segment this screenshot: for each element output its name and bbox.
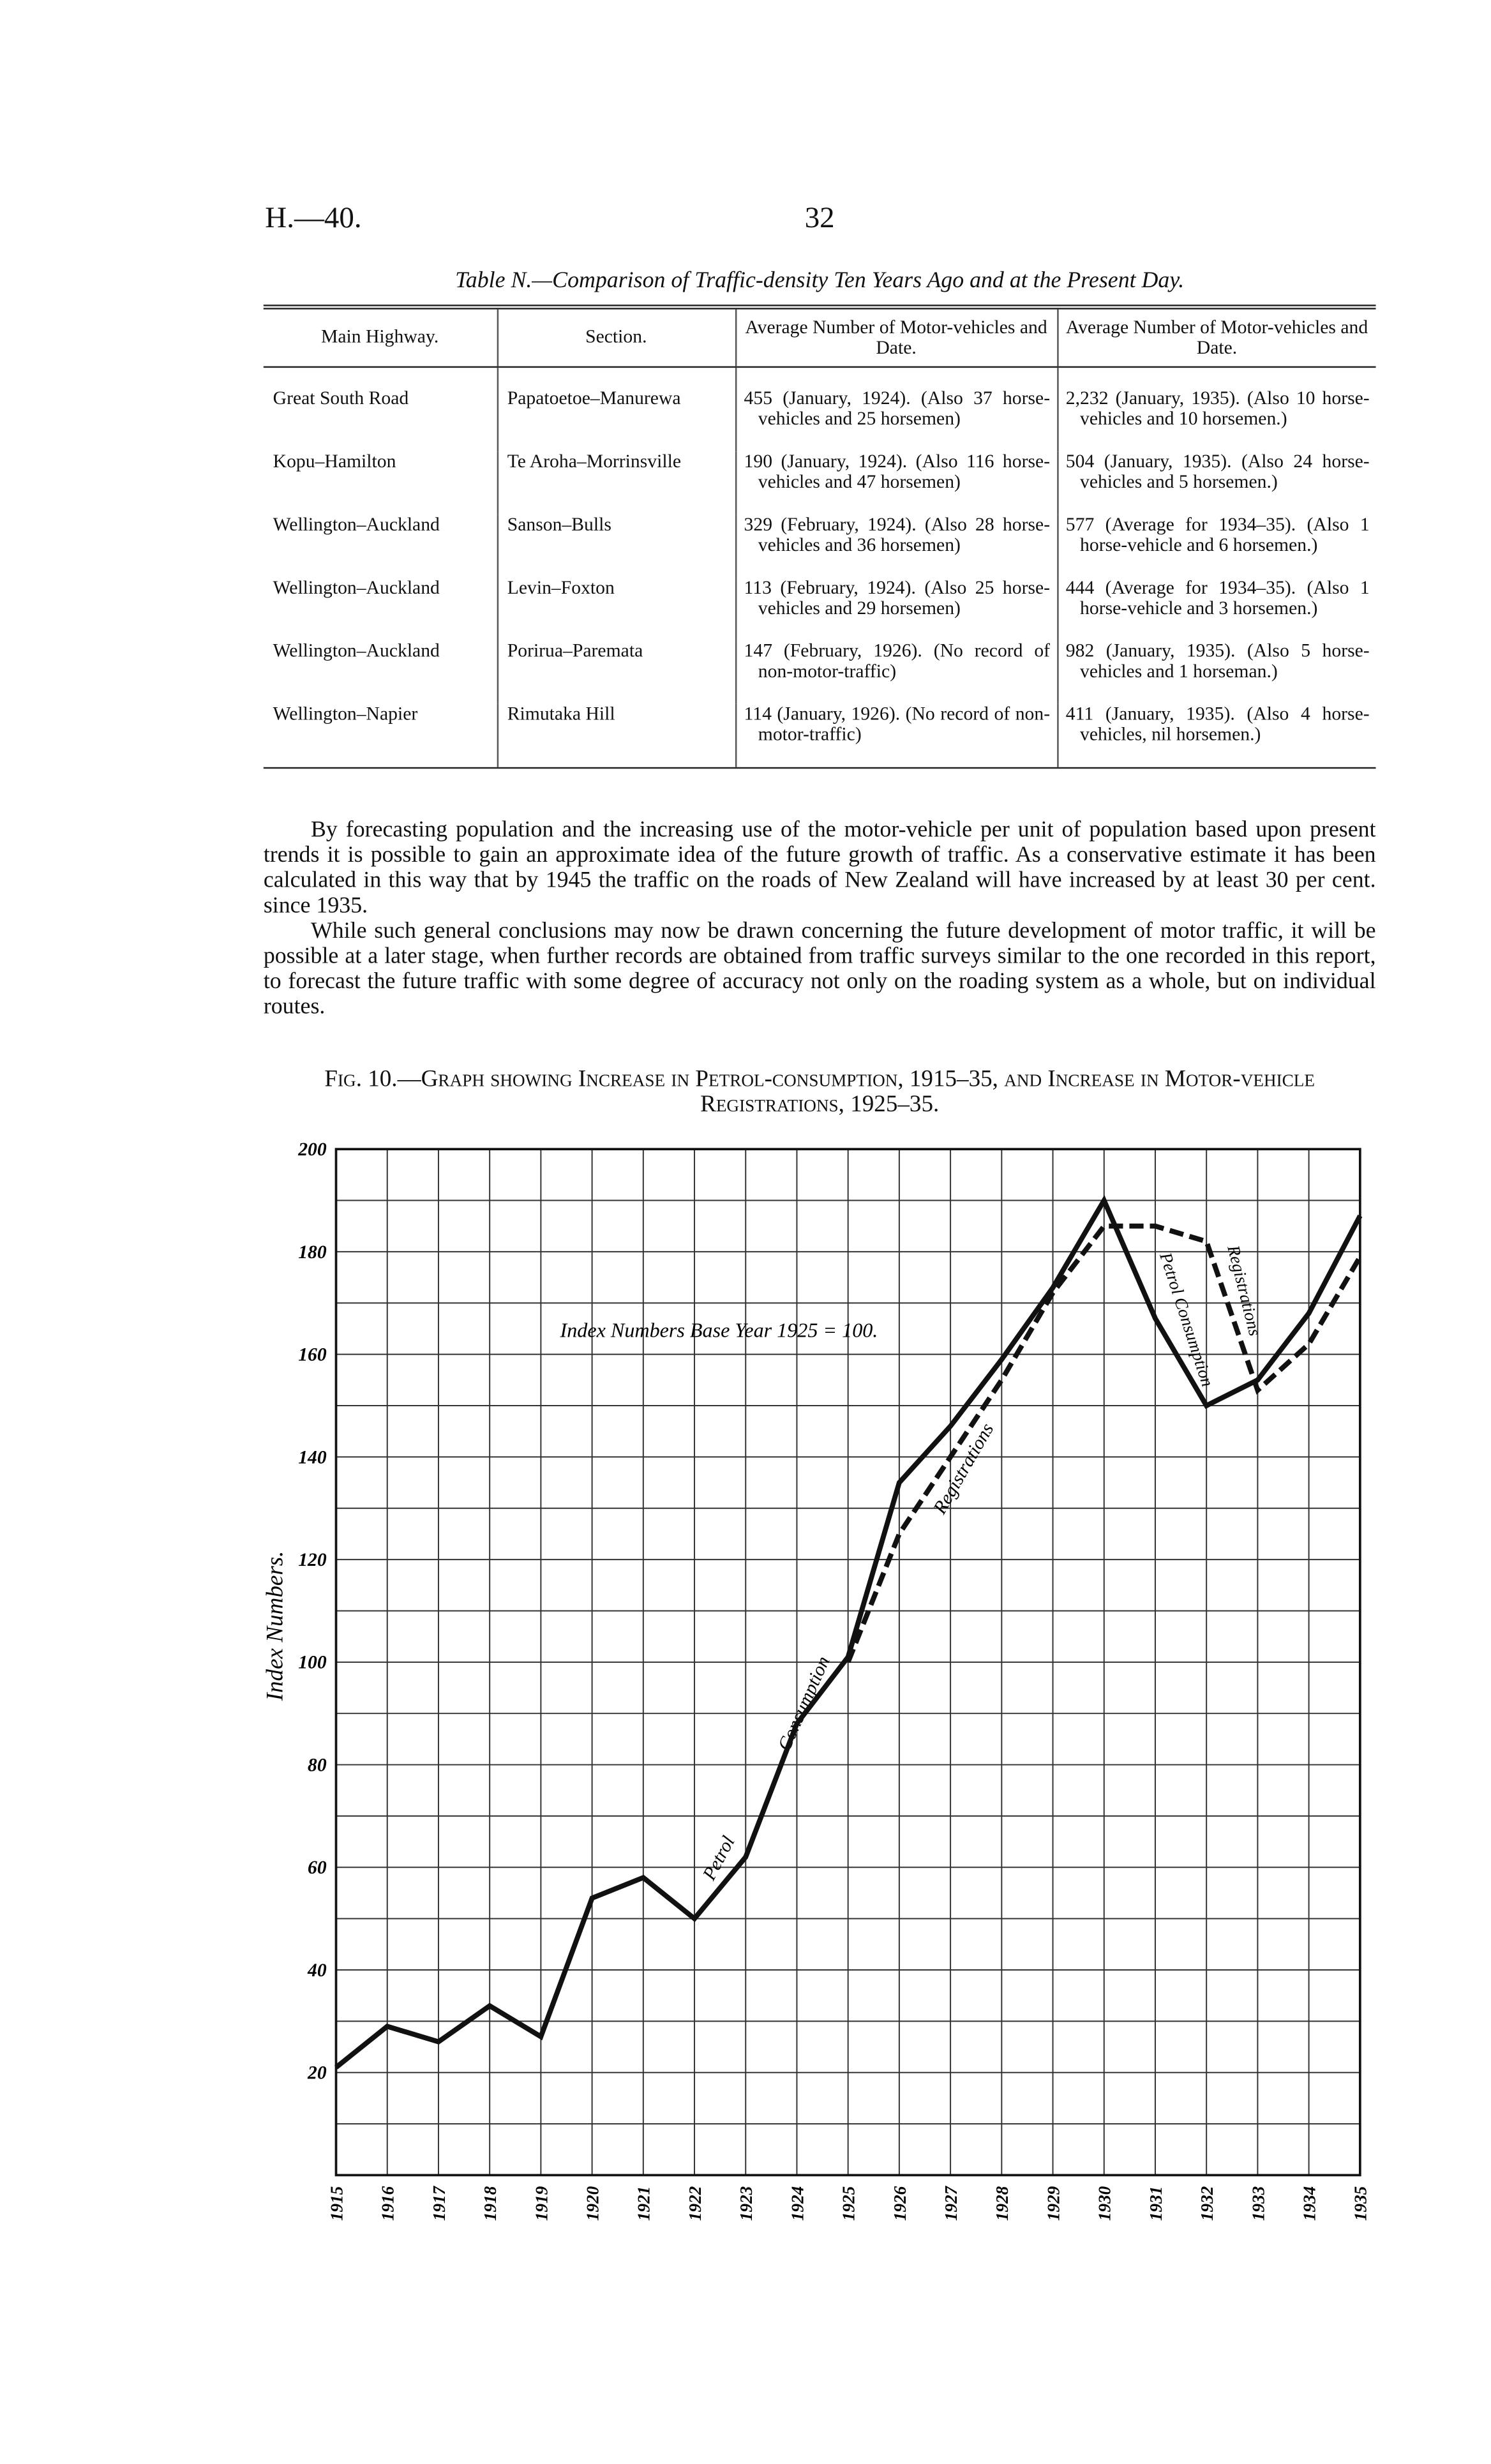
table-row: Kopu–Hamilton Te Aroha–Morrinsville 190 (J… <box>264 451 1376 515</box>
x-tick-label: 1935 <box>1351 2186 1370 2221</box>
table-cell: Levin–Foxton <box>496 577 735 641</box>
y-axis-label: Index Numbers. <box>262 1551 288 1702</box>
y-tick-label: 60 <box>308 1858 327 1878</box>
plot-frame <box>334 1148 1361 2177</box>
column-header: Section. <box>496 309 735 368</box>
table-body: Great South Road Papatoetoe–Manurewa 455 (… <box>264 366 1376 767</box>
annotation: Index Numbers Base Year 1925 = 100. <box>560 1318 878 1341</box>
annotation: Registrations <box>1224 1243 1264 1338</box>
table-cell: Sanson–Bulls <box>496 515 735 578</box>
figure-caption: Fig. 10.—Graph showing Increase in Petro… <box>324 1067 1315 1118</box>
series-line <box>846 1223 1363 1664</box>
x-tick-label: 1927 <box>941 2185 961 2221</box>
x-tick-label: 1923 <box>737 2186 756 2221</box>
y-tick-label: 180 <box>298 1242 327 1263</box>
annotation: Petrol <box>699 1833 739 1884</box>
y-tick-label: 80 <box>308 1755 327 1775</box>
y-tick-label: 40 <box>307 1960 327 1981</box>
table-cell: Wellington–Auckland <box>273 639 440 662</box>
table-cell: Porirua–Paremata <box>496 640 735 704</box>
table-cell: 113 (February, 1924). (Also 25 horse-veh… <box>734 577 1058 641</box>
table-caption: Table N.—Comparison of Traffic-density T… <box>455 268 1185 294</box>
x-tick-label: 1922 <box>686 2186 705 2221</box>
table-cell: 2,232 (January, 1935). (Also 10 horse-ve… <box>1056 366 1376 452</box>
y-tick-label: 200 <box>297 1139 327 1160</box>
x-tick-label: 1918 <box>481 2186 500 2221</box>
y-tick-label: 160 <box>298 1345 327 1365</box>
x-tick-label: 1924 <box>788 2186 807 2221</box>
table-cell: 329 (February, 1924). (Also 28 horse-veh… <box>734 515 1058 578</box>
x-tick-label: 1920 <box>583 2186 602 2221</box>
column-header: Average Number of Motor-vehicles and Dat… <box>1056 309 1376 368</box>
table-cell: Rimutaka Hill <box>496 703 735 767</box>
y-tick-label: 140 <box>298 1447 327 1468</box>
table-cell: Kopu–Hamilton <box>273 449 396 472</box>
table-cell: 147 (February, 1926). (No record of non-… <box>734 640 1058 704</box>
table-wrap: Main Highway. Section. Average Number of M… <box>263 304 1376 769</box>
table-cell: 504 (January, 1935). (Also 24 horse-vehi… <box>1056 451 1376 515</box>
table-cell: 114 (January, 1926). (No record of non-m… <box>734 703 1058 767</box>
y-tick-label: 20 <box>307 2063 327 2084</box>
x-tick-label: 1925 <box>839 2186 858 2221</box>
table-row: Wellington–Napier Rimutaka Hill 114 (Janua… <box>264 702 1376 767</box>
x-tick-label: 1929 <box>1044 2186 1063 2221</box>
x-tick-label: 1917 <box>430 2185 449 2221</box>
header-row: Main Highway. Section. Average Number of M… <box>263 309 1376 368</box>
table-cell: 411 (January, 1935). (Also 4 horse-vehic… <box>1056 703 1376 767</box>
body-text: By forecasting population and the increa… <box>264 818 1376 1020</box>
x-tick-label: 1919 <box>532 2186 551 2221</box>
x-tick-label: 1921 <box>634 2186 654 2221</box>
table-cell: Wellington–Auckland <box>273 576 440 599</box>
table-cell: Papatoetoe–Manurewa <box>496 366 735 452</box>
x-tick-label: 1930 <box>1095 2186 1114 2221</box>
table-row: Great South Road Papatoetoe–Manurewa 455 (… <box>264 366 1376 452</box>
paragraph: By forecasting population and the increa… <box>263 817 1376 919</box>
column-header: Main Highway. <box>263 309 497 368</box>
table-cell: Great South Road <box>273 386 409 409</box>
page-number: 32 <box>804 202 835 236</box>
table: Main Highway. Section. Average Number of M… <box>263 309 1376 767</box>
table-cell: 455 (January, 1924). (Also 37 horse-vehi… <box>734 366 1058 452</box>
table-cell: 577 (Average for 1934–35). (Also 1 horse… <box>1056 515 1376 578</box>
x-tick-label: 1934 <box>1300 2186 1319 2221</box>
table-cell: 444 (Average for 1934–35). (Also 1 horse… <box>1056 577 1376 641</box>
header-left: H.—40. <box>265 202 362 236</box>
x-tick-label: 1931 <box>1146 2186 1165 2221</box>
x-tick-label: 1916 <box>378 2186 398 2221</box>
table-cell: Te Aroha–Morrinsville <box>496 451 735 515</box>
x-tick-label: 1933 <box>1248 2186 1268 2221</box>
table-row: Wellington–Auckland Levin–Foxton 113 (Febr… <box>264 576 1376 641</box>
table-cell: Wellington–Napier <box>273 702 418 725</box>
x-tick-label: 1926 <box>890 2186 910 2221</box>
y-tick-label: 120 <box>298 1550 327 1570</box>
column-header: Average Number of Motor-vehicles and Dat… <box>734 309 1058 368</box>
x-tick-label: 1915 <box>327 2186 346 2221</box>
paragraph: While such general conclusions may now b… <box>263 919 1376 1020</box>
y-tick-label: 100 <box>298 1653 327 1673</box>
x-tick-label: 1932 <box>1197 2186 1217 2221</box>
x-tick-label: 1928 <box>993 2186 1012 2221</box>
table-cell: Wellington–Auckland <box>273 513 440 536</box>
table-row: Wellington–Auckland Porirua–Paremata 147 (… <box>264 639 1376 704</box>
table-cell: 982 (January, 1935). (Also 5 horse-vehic… <box>1056 640 1376 704</box>
annotation: Consumption <box>774 1653 834 1754</box>
table-cell: 190 (January, 1924). (Also 116 horse-veh… <box>734 451 1058 515</box>
table-row: Wellington–Auckland Sanson–Bulls 329 (Febr… <box>264 515 1376 578</box>
